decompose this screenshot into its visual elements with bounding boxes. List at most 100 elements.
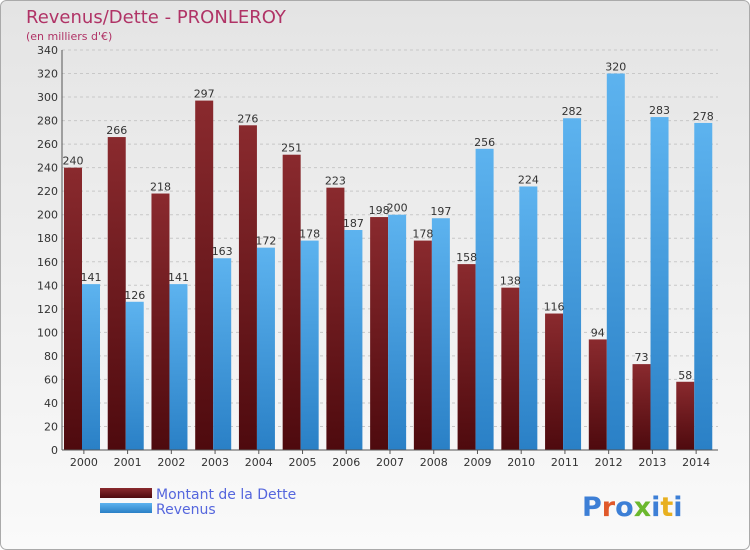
x-tick-label: 2009 <box>463 456 491 469</box>
data-label-debt: 138 <box>500 275 521 288</box>
data-label-debt: 266 <box>106 124 127 137</box>
x-tick-label: 2000 <box>70 456 98 469</box>
bar-revenus <box>213 258 232 450</box>
data-label-revenus: 278 <box>693 110 714 123</box>
data-label-revenus: 178 <box>299 228 320 241</box>
data-label-revenus: 282 <box>562 105 583 118</box>
logo-letter: t <box>660 492 673 523</box>
data-label-revenus: 320 <box>605 61 626 74</box>
logo-letter: i <box>673 492 682 523</box>
data-label-debt: 158 <box>456 251 477 264</box>
y-tick-label: 220 <box>37 185 58 198</box>
bar-debt <box>413 240 432 450</box>
axis-layer: 0 20 40 60 80 100 120 140 160 180 200 220 240 260 280 3… <box>37 44 718 469</box>
legend-swatch-debt <box>100 488 152 498</box>
bar-revenus <box>694 122 713 451</box>
bar-debt <box>457 264 476 450</box>
y-tick-label: 260 <box>37 138 58 151</box>
y-tick-label: 200 <box>37 209 58 222</box>
bar-revenus <box>125 301 144 450</box>
bar-revenus <box>344 230 363 450</box>
data-label-revenus: 172 <box>255 235 276 248</box>
bar-debt <box>632 364 651 450</box>
x-tick-label: 2011 <box>551 456 579 469</box>
logo-letter: o <box>615 492 634 523</box>
bar-debt <box>64 167 82 450</box>
y-tick-label: 100 <box>37 326 58 339</box>
y-tick-label: 20 <box>44 420 58 433</box>
x-tick-label: 2007 <box>376 456 404 469</box>
bar-debt <box>501 287 520 450</box>
y-tick-label: 120 <box>37 303 58 316</box>
data-label-debt: 240 <box>63 155 84 168</box>
data-label-revenus: 256 <box>474 136 495 149</box>
bar-revenus <box>256 247 275 450</box>
x-tick-label: 2012 <box>595 456 623 469</box>
x-tick-label: 2002 <box>157 456 185 469</box>
y-tick-label: 320 <box>37 68 58 81</box>
bar-revenus <box>563 118 582 450</box>
legend-swatch-revenus <box>100 503 152 513</box>
logo-letter: P <box>582 492 602 523</box>
y-tick-label: 60 <box>44 373 58 386</box>
data-label-debt: 73 <box>635 351 649 364</box>
data-label-debt: 223 <box>325 175 346 188</box>
x-tick-label: 2014 <box>682 456 710 469</box>
bar-revenus <box>519 186 538 450</box>
data-label-debt: 178 <box>412 228 433 241</box>
bar-debt <box>326 187 345 450</box>
x-tick-label: 2010 <box>507 456 535 469</box>
y-tick-label: 160 <box>37 256 58 269</box>
bar-debt <box>151 193 170 450</box>
bar-debt <box>588 339 607 450</box>
x-tick-label: 2013 <box>638 456 666 469</box>
y-tick-label: 180 <box>37 232 58 245</box>
data-label-debt: 116 <box>544 301 565 314</box>
bar-revenus <box>300 240 319 450</box>
data-label-debt: 276 <box>237 112 258 125</box>
x-tick-label: 2005 <box>289 456 317 469</box>
data-label-debt: 218 <box>150 181 171 194</box>
bar-revenus <box>475 148 494 450</box>
data-label-revenus: 200 <box>387 202 408 215</box>
data-label-revenus: 197 <box>430 205 451 218</box>
data-label-revenus: 283 <box>649 104 670 117</box>
data-label-debt: 58 <box>678 369 692 382</box>
bar-debt <box>282 154 301 451</box>
logo-letter: x <box>634 492 651 523</box>
y-tick-label: 0 <box>51 444 58 457</box>
chart-title: Revenus/Dette - PRONLEROY <box>26 7 287 28</box>
bar-revenus <box>431 218 450 450</box>
data-label-debt: 251 <box>281 142 302 155</box>
data-label-revenus: 224 <box>518 173 539 186</box>
bar-debt <box>676 381 695 450</box>
data-label-debt: 297 <box>194 88 215 101</box>
logo-letter: i <box>651 492 660 523</box>
bar-revenus <box>388 214 407 450</box>
data-label-debt: 198 <box>369 204 390 217</box>
bar-debt <box>107 137 126 450</box>
data-label-revenus: 141 <box>81 271 102 284</box>
chart-subtitle: (en milliers d'€) <box>26 30 112 43</box>
data-label-debt: 94 <box>591 326 605 339</box>
y-tick-label: 300 <box>37 91 58 104</box>
bar-revenus <box>169 284 188 450</box>
bar-debt <box>545 313 564 450</box>
legend-label-debt: Montant de la Dette <box>156 487 296 503</box>
bar-debt <box>370 217 389 450</box>
x-tick-label: 2006 <box>332 456 360 469</box>
y-tick-label: 340 <box>37 44 58 57</box>
data-label-revenus: 163 <box>212 245 233 258</box>
x-tick-label: 2001 <box>114 456 142 469</box>
x-tick-label: 2008 <box>420 456 448 469</box>
y-tick-label: 240 <box>37 162 58 175</box>
x-tick-label: 2004 <box>245 456 273 469</box>
data-label-revenus: 187 <box>343 217 364 230</box>
bar-revenus <box>606 73 625 450</box>
logo-letter: r <box>602 492 616 523</box>
y-tick-label: 140 <box>37 279 58 292</box>
bar-debt <box>238 125 257 450</box>
y-tick-label: 280 <box>37 115 58 128</box>
y-tick-label: 40 <box>44 397 58 410</box>
